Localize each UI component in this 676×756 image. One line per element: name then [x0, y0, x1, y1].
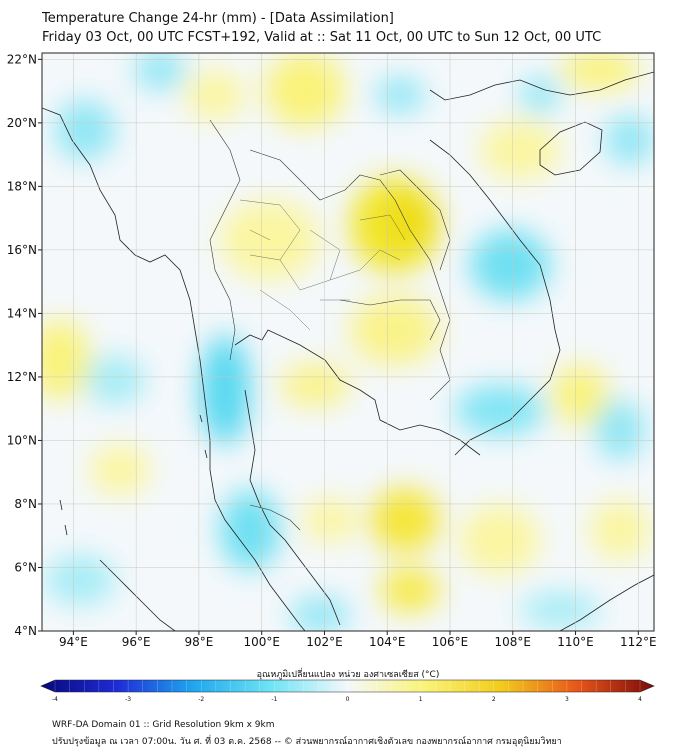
lon-tick-label: 110°E: [557, 635, 594, 649]
lat-tick-label: 8°N: [14, 497, 37, 511]
warm-patch-sea: [370, 488, 440, 552]
cool-patch-east-2: [595, 400, 645, 460]
gridlines: [42, 53, 654, 631]
lat-tick-label: 16°N: [7, 243, 37, 257]
warm-patch-se: [460, 505, 540, 575]
warm-patch-myanmar-n: [185, 70, 245, 120]
footer-credit: ปรับปรุงข้อมูล ณ เวลา 07:00น. วัน ศ. ที่…: [52, 737, 562, 747]
border-provinces: [239, 199, 406, 331]
lat-tick-label: 22°N: [7, 52, 37, 66]
cool-patch-bottom-east: [520, 592, 600, 628]
cool-patch-east: [605, 115, 654, 165]
latitude-axis: 4°N 6°N 8°N 10°N 12°N 14°N 16°N 18°N 20°N 22°N: [7, 52, 42, 638]
islands-andaman: [59, 414, 208, 536]
colorbar-gradient: [40, 679, 655, 693]
warm-patch-gulf: [280, 363, 350, 407]
colorbar: -4 -3 -2 -1 0 1 2 3 4: [40, 679, 655, 703]
lon-tick-label: 106°E: [432, 635, 469, 649]
cool-patch-tenasserim: [200, 335, 250, 445]
coastline-myanmar: [42, 107, 306, 631]
colorbar-title: อุณหภูมิเปลี่ยนแปลง หน่วย องศาเซลเซียส (…: [257, 667, 440, 680]
coastline-borneo: [559, 574, 654, 631]
lat-tick-label: 10°N: [7, 433, 37, 447]
warm-patch-malay: [302, 498, 358, 542]
warm-patch-far-se: [590, 500, 650, 560]
lat-tick-label: 20°N: [7, 116, 37, 130]
colorbar-tick-label: 2: [492, 696, 496, 703]
colorbar-tick-label: -2: [198, 696, 204, 703]
map-title: Temperature Change 24-hr (mm) - [Data As…: [42, 11, 394, 26]
cool-patch-laos-n: [375, 77, 425, 113]
lat-tick-label: 6°N: [14, 560, 37, 574]
map-area: [42, 53, 654, 631]
cool-patch-sw: [45, 555, 115, 605]
border-thai-malaysia: [249, 504, 301, 531]
warm-patch-north: [265, 53, 345, 128]
lon-tick-label: 94°E: [59, 635, 88, 649]
warm-patch-cambodia-n: [350, 295, 440, 365]
lon-tick-label: 102°E: [306, 635, 343, 649]
coastline-hainan: [539, 121, 603, 176]
coastline-vietnam: [429, 139, 561, 456]
country-borders: [209, 119, 451, 531]
lat-tick-label: 14°N: [7, 306, 37, 320]
colorbar-tick-label: -3: [125, 696, 131, 703]
map-subtitle: Friday 03 Oct, 00 UTC FCST+192, Valid at…: [42, 30, 602, 45]
lat-tick-label: 18°N: [7, 179, 37, 193]
cool-patch-peninsula: [220, 490, 280, 570]
border-laos-vietnam: [379, 169, 451, 271]
colorbar-tick-label: 3: [565, 696, 569, 703]
lon-tick-label: 100°E: [243, 635, 280, 649]
coastline-sumatra: [99, 559, 176, 631]
cool-patch-andaman-n: [85, 355, 145, 405]
lon-tick-label: 108°E: [495, 635, 532, 649]
lat-tick-label: 4°N: [14, 624, 37, 638]
lon-tick-label: 98°E: [184, 635, 213, 649]
lat-tick-label: 12°N: [7, 370, 37, 384]
cool-patch-vietnam: [470, 230, 550, 300]
border-thailand-myanmar: [209, 119, 241, 361]
cool-patch-gulf-tonkin: [520, 77, 560, 113]
colorbar-tick-label: 4: [638, 696, 642, 703]
cool-patch-mekong: [455, 385, 545, 435]
coastlines: [42, 71, 654, 631]
warm-patch-west: [42, 320, 90, 400]
border-thailand-laos: [249, 149, 441, 291]
longitude-axis: 94°E 96°E 98°E 100°E 102°E 104°E 106°E 108°E 110…: [59, 631, 657, 649]
colorbar-tick-label: -1: [271, 696, 277, 703]
warm-patch-hainan: [480, 120, 560, 180]
lon-tick-label: 112°E: [620, 635, 657, 649]
colorbar-tick-label: -4: [52, 696, 58, 703]
warm-patch-ne: [560, 53, 640, 90]
coastline-china-south: [429, 71, 654, 101]
cool-patch-bottom: [290, 597, 350, 631]
colorbar-tick-label: 1: [419, 696, 423, 703]
warm-patch-south: [380, 568, 440, 612]
map-background: [42, 53, 654, 631]
coastline-peninsula-east: [244, 389, 341, 626]
coastline-gulf-thailand: [234, 329, 481, 456]
colorbar-tick-label: 0: [346, 696, 350, 703]
footer-model-info: WRF-DA Domain 01 :: Grid Resolution 9km …: [52, 720, 275, 730]
border-cambodia-vietnam: [429, 289, 451, 401]
warm-patch-sea-east: [552, 365, 608, 425]
border-thailand-cambodia: [339, 299, 441, 341]
warm-patch-andaman: [90, 445, 150, 495]
warm-core-isan: [385, 195, 435, 245]
map-frame: [41, 52, 655, 632]
cool-patch-nw: [55, 100, 115, 160]
cool-patch-nnw: [135, 53, 185, 90]
lon-tick-label: 96°E: [122, 635, 151, 649]
lon-tick-label: 104°E: [369, 635, 406, 649]
